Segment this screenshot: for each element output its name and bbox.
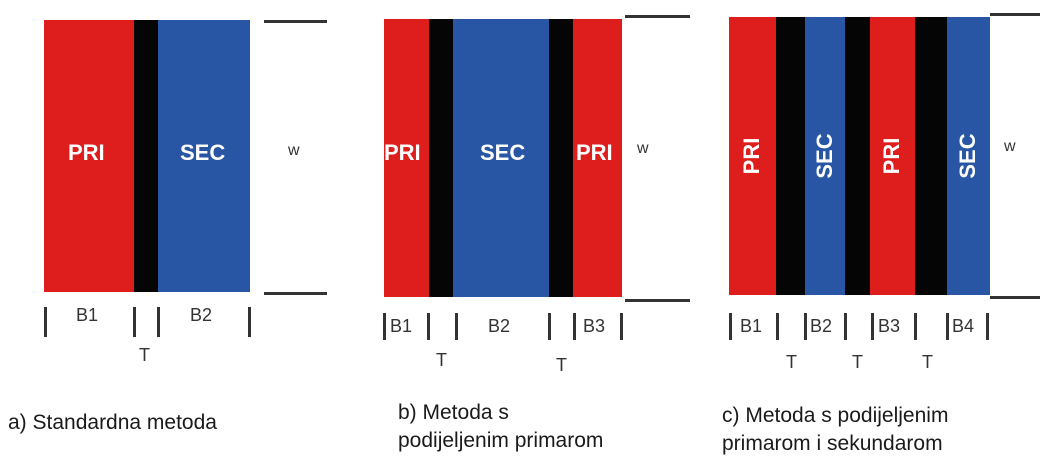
panel-a-primary-winding: [44, 20, 134, 292]
panel-c-caption-line-1: c) Metoda s podijeljenim: [722, 404, 949, 427]
panel-b-w-label: w: [637, 140, 649, 157]
panel-a-tick: [248, 307, 251, 337]
panel-c-insulation-gap-1: [776, 17, 805, 295]
panel-a-tick: [44, 307, 47, 337]
panel-b-tick: [573, 313, 576, 340]
panel-b-tick: [427, 313, 430, 340]
panel-c-w-bottom-line: [990, 296, 1040, 299]
panel-b-pri-label-2: PRI: [576, 140, 613, 165]
panel-c-insulation-gap-2: [845, 17, 870, 295]
panel-b-b2-label: B2: [488, 316, 511, 336]
panel-a-insulation-gap: [134, 20, 158, 292]
panel-c-b4-label: B4: [952, 316, 975, 336]
panel-c-primary-winding-2: [870, 17, 915, 295]
panel-c-t-label-3: T: [922, 352, 933, 372]
panel-b-caption-line-1: b) Metoda s: [398, 401, 509, 424]
panel-c-insulation-gap-3: [915, 17, 947, 295]
panel-c-secondary-winding-2: [947, 17, 990, 295]
panel-b-w-bottom-line: [625, 299, 690, 302]
panel-b-tick: [383, 313, 386, 340]
panel-c-tick: [986, 313, 989, 340]
panel-a-t-label: T: [139, 345, 150, 365]
panel-c-t-label-2: T: [852, 352, 863, 372]
panel-b-primary-winding-2: [573, 19, 622, 297]
panel-c-caption-line-2: primarom i sekundarom: [722, 432, 943, 455]
panel-a-pri-label: PRI: [68, 140, 105, 165]
panel-c-primary-winding-1: [729, 17, 776, 295]
panel-a-b2-label: B2: [190, 305, 213, 325]
panel-c-b1-label: B1: [740, 316, 763, 336]
panel-b-b3-label: B3: [583, 316, 606, 336]
panel-c-b3-label: B3: [878, 316, 901, 336]
panel-b-t-label-2: T: [556, 355, 567, 375]
panel-b-caption-line-2: podijeljenim primarom: [398, 429, 604, 452]
panel-c-tick: [946, 313, 949, 340]
panel-a-tick: [133, 307, 136, 337]
panel-c-tick: [729, 313, 732, 340]
panel-a-tick: [157, 307, 160, 337]
panel-c-sec-label-1: SEC: [812, 133, 837, 179]
panel-b-insulation-gap-2: [549, 19, 573, 297]
panel-b-secondary-winding: [453, 19, 549, 297]
panel-b-insulation-gap-1: [429, 19, 453, 297]
panel-c-b2-label: B2: [810, 316, 833, 336]
panel-b-primary-winding-1: [384, 19, 429, 297]
panel-c-w-label: w: [1004, 138, 1016, 155]
panel-a-caption: a) Standardna metoda: [8, 411, 217, 434]
panel-a-secondary-winding: [158, 20, 250, 292]
panel-b-sec-label: SEC: [480, 140, 526, 165]
panel-a-w-label: w: [288, 142, 300, 159]
panel-c-t-label-1: T: [786, 352, 797, 372]
panel-a-b1-label: B1: [76, 305, 99, 325]
panel-b-pri-label-1: PRI: [384, 140, 421, 165]
panel-c-sec-label-2: SEC: [955, 133, 980, 179]
panel-b-w-top-line: [625, 15, 690, 18]
panel-b-tick: [455, 313, 458, 340]
panel-c-tick: [914, 313, 917, 340]
panel-c-secondary-winding-1: [805, 17, 845, 295]
panel-c-pri-label-1: PRI: [739, 137, 764, 175]
panel-b-t-label-1: T: [436, 350, 447, 370]
panel-b-tick: [620, 313, 623, 340]
panel-c-tick: [804, 313, 807, 340]
panel-c-tick: [871, 313, 874, 340]
panel-c-pri-label-2: PRI: [879, 137, 904, 175]
panel-a-sec-label: SEC: [180, 140, 226, 165]
panel-c-w-top-line: [990, 13, 1040, 16]
panel-b-tick: [548, 313, 551, 340]
panel-b-b1-label: B1: [390, 316, 413, 336]
panel-a-w-top-line: [264, 20, 327, 23]
panel-c-tick: [844, 313, 847, 340]
panel-c-tick: [776, 313, 779, 340]
panel-a-w-bottom-line: [264, 292, 327, 295]
